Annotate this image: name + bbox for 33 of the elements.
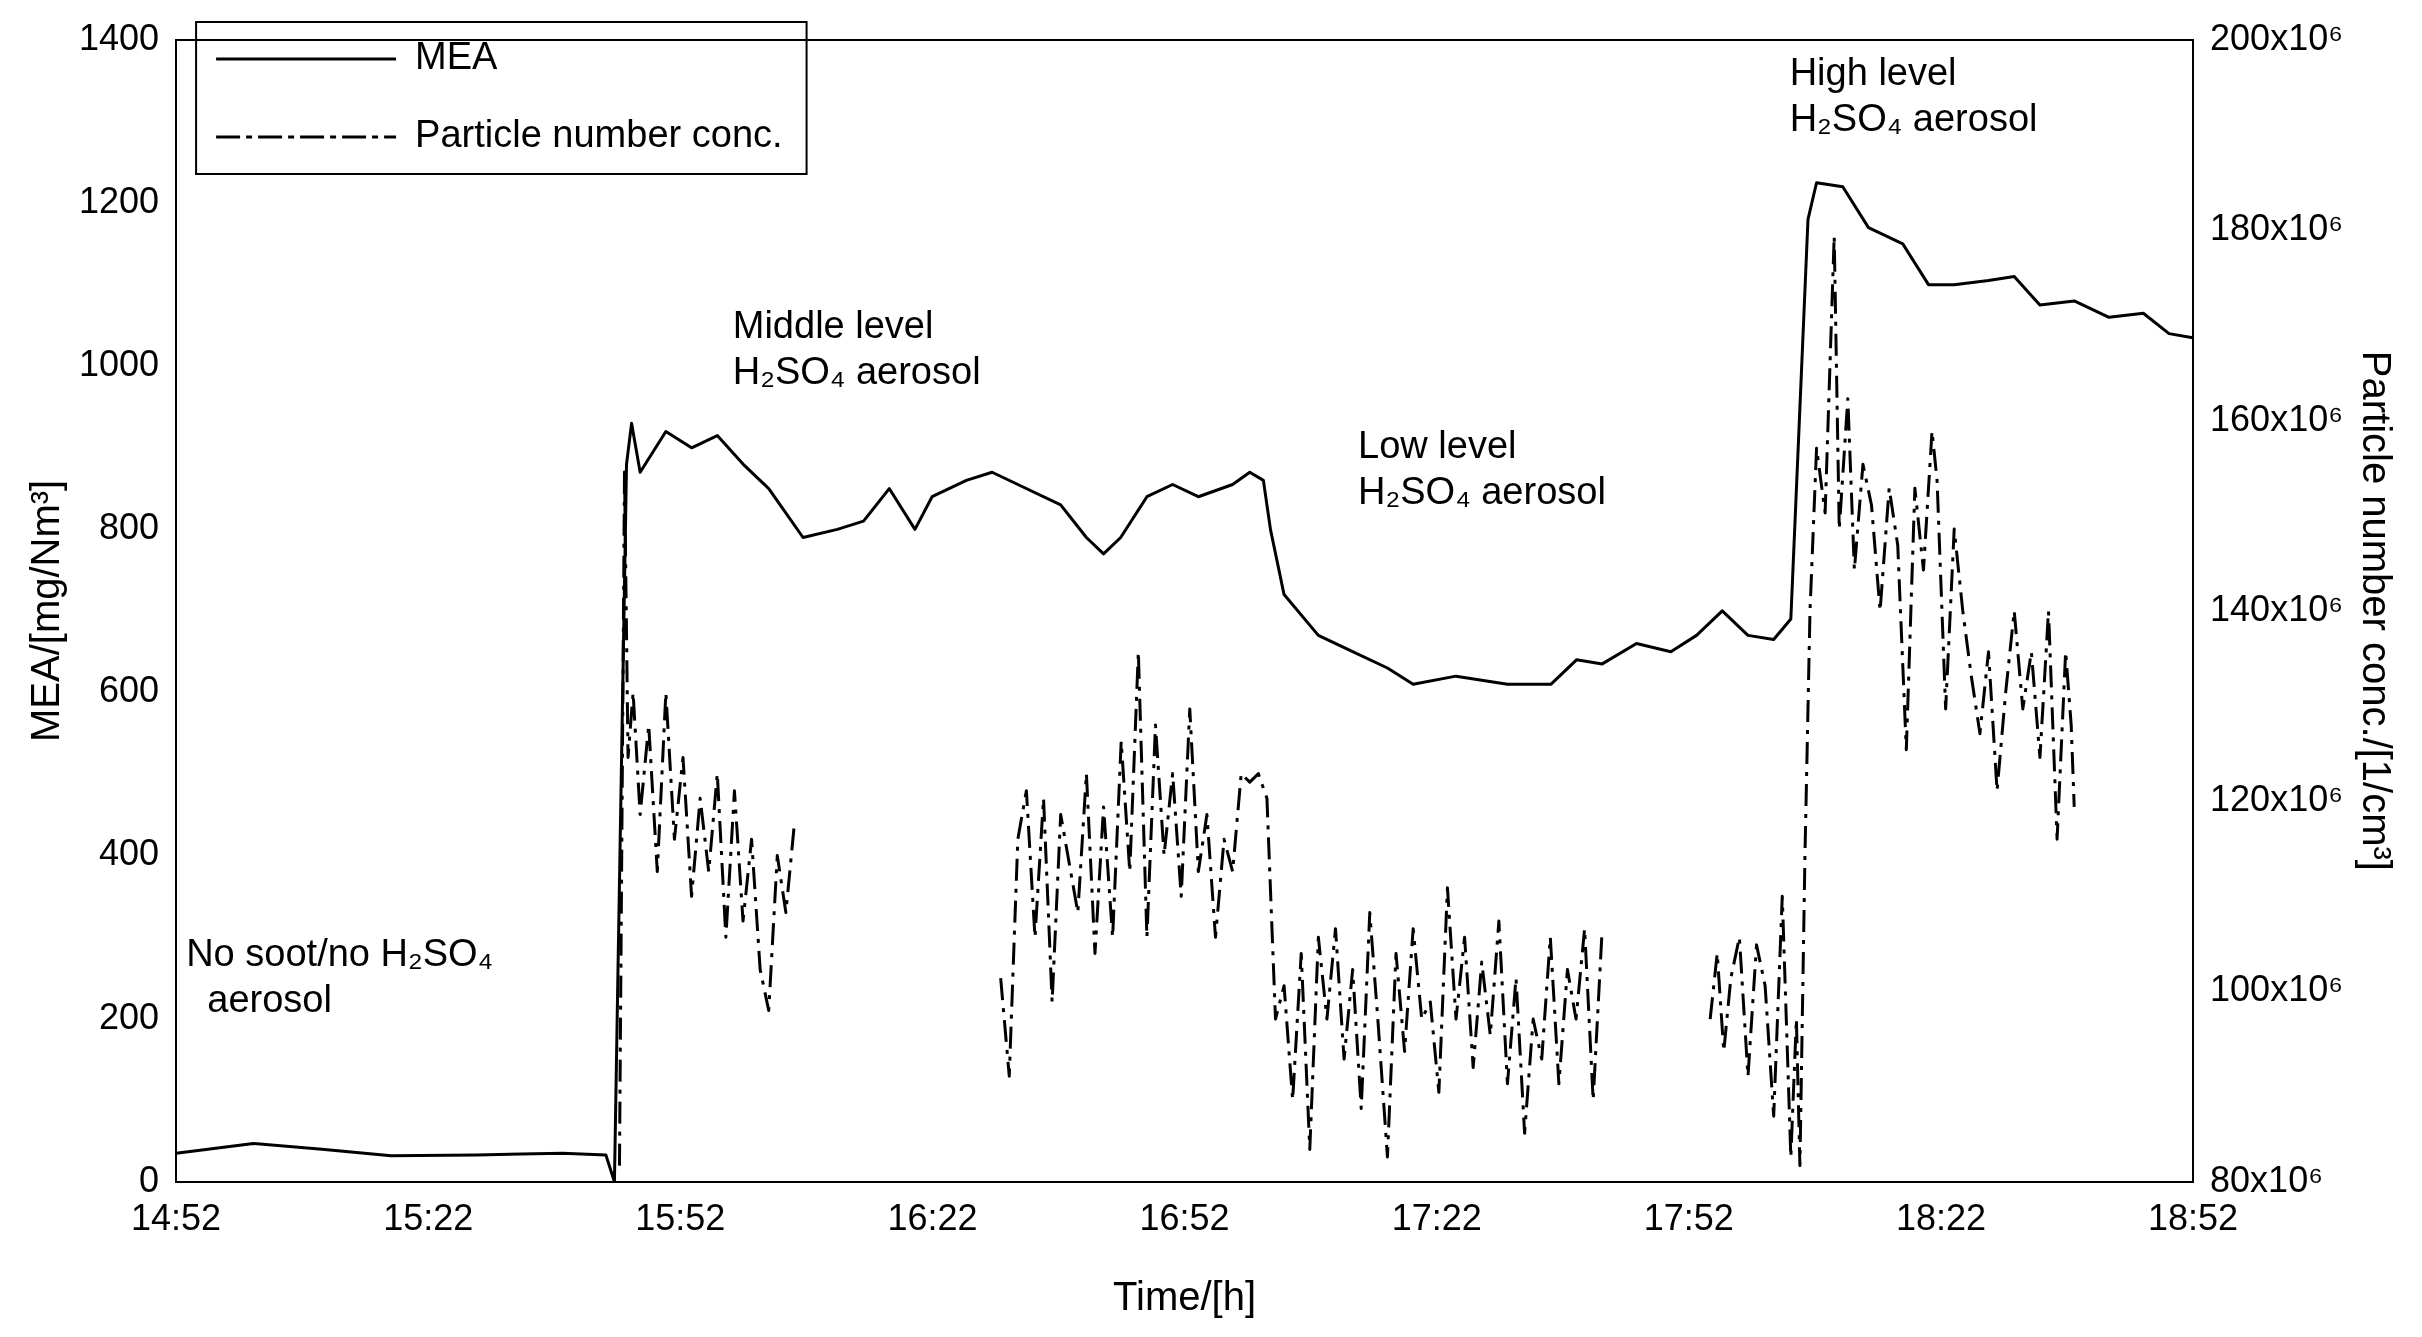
x-tick-label: 17:52 bbox=[1643, 1197, 1734, 1239]
y-axis-title: MEA/[mg/Nm³] bbox=[23, 479, 68, 743]
annotation: No soot/no H₂SO₄ aerosol bbox=[186, 931, 494, 1020]
y-tick-label: 1400 bbox=[78, 16, 160, 58]
x-tick-label: 18:52 bbox=[2148, 1197, 2239, 1239]
y-tick-label: 600 bbox=[99, 669, 160, 711]
x-tick-label: 17:22 bbox=[1391, 1197, 1482, 1239]
y2-tick-label: 100x10⁶ bbox=[2210, 968, 2344, 1010]
y2-axis-title: Particle number conc./[1/cm³] bbox=[2354, 350, 2399, 871]
annotation: Middle level H₂SO₄ aerosol bbox=[732, 303, 981, 392]
x-tick-label: 18:22 bbox=[1895, 1197, 1986, 1239]
y-tick-label: 800 bbox=[99, 506, 160, 548]
y-tick-label: 200 bbox=[99, 995, 160, 1037]
y2-tick-label: 200x10⁶ bbox=[2210, 16, 2344, 58]
y-tick-label: 1000 bbox=[78, 343, 160, 385]
annotation: Low level H₂SO₄ aerosol bbox=[1358, 423, 1606, 512]
y2-tick-label: 80x10⁶ bbox=[2210, 1158, 2323, 1200]
y2-tick-label: 180x10⁶ bbox=[2210, 207, 2344, 249]
x-tick-label: 15:52 bbox=[635, 1197, 726, 1239]
x-tick-label: 16:52 bbox=[1139, 1197, 1230, 1239]
x-tick-label: 15:22 bbox=[383, 1197, 474, 1239]
y2-tick-label: 120x10⁶ bbox=[2210, 778, 2344, 820]
y-tick-label: 400 bbox=[99, 832, 160, 874]
x-tick-label: 14:52 bbox=[131, 1197, 222, 1239]
y-tick-label: 1200 bbox=[78, 180, 160, 222]
y2-tick-label: 160x10⁶ bbox=[2210, 397, 2344, 439]
legend-label: MEA bbox=[415, 35, 499, 78]
x-axis-title: Time/[h] bbox=[1113, 1274, 1257, 1319]
y-tick-label: 0 bbox=[139, 1158, 160, 1200]
legend-label: Particle number conc. bbox=[415, 113, 783, 156]
annotation: High level H₂SO₄ aerosol bbox=[1789, 51, 2038, 140]
x-tick-label: 16:22 bbox=[887, 1197, 978, 1239]
y2-tick-label: 140x10⁶ bbox=[2210, 587, 2344, 629]
